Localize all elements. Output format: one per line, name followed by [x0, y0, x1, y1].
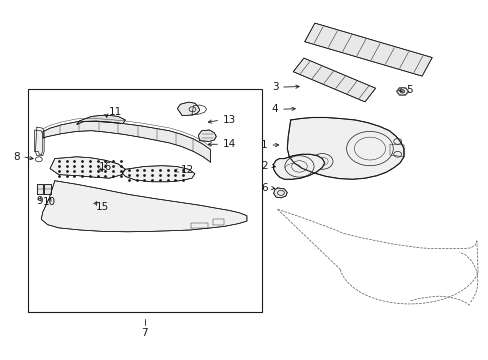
Text: 7: 7	[141, 328, 148, 338]
Polygon shape	[122, 166, 195, 182]
Text: 6: 6	[261, 183, 267, 193]
Circle shape	[399, 90, 404, 93]
Polygon shape	[273, 188, 287, 198]
Polygon shape	[37, 184, 43, 194]
Text: 2: 2	[261, 161, 267, 171]
Polygon shape	[50, 157, 125, 178]
Polygon shape	[198, 130, 216, 141]
Polygon shape	[293, 58, 375, 102]
Text: 8: 8	[13, 152, 20, 162]
Text: 12: 12	[181, 165, 194, 175]
Polygon shape	[287, 117, 403, 179]
Text: 16: 16	[99, 162, 112, 172]
Text: 4: 4	[271, 104, 278, 114]
Text: 1: 1	[261, 140, 267, 150]
Text: 14: 14	[222, 139, 235, 149]
Polygon shape	[304, 23, 431, 76]
Text: 5: 5	[405, 85, 412, 95]
Text: 15: 15	[96, 202, 109, 212]
Text: 10: 10	[42, 197, 56, 207]
Polygon shape	[273, 154, 324, 179]
Polygon shape	[44, 184, 51, 194]
Polygon shape	[177, 102, 200, 116]
Text: 3: 3	[271, 82, 278, 92]
Polygon shape	[77, 115, 125, 125]
Text: 9: 9	[36, 196, 42, 206]
Polygon shape	[42, 121, 210, 162]
Polygon shape	[34, 130, 42, 155]
Polygon shape	[41, 181, 246, 232]
Bar	[28, 89, 261, 312]
Text: 11: 11	[108, 107, 122, 117]
Text: 13: 13	[222, 115, 235, 125]
